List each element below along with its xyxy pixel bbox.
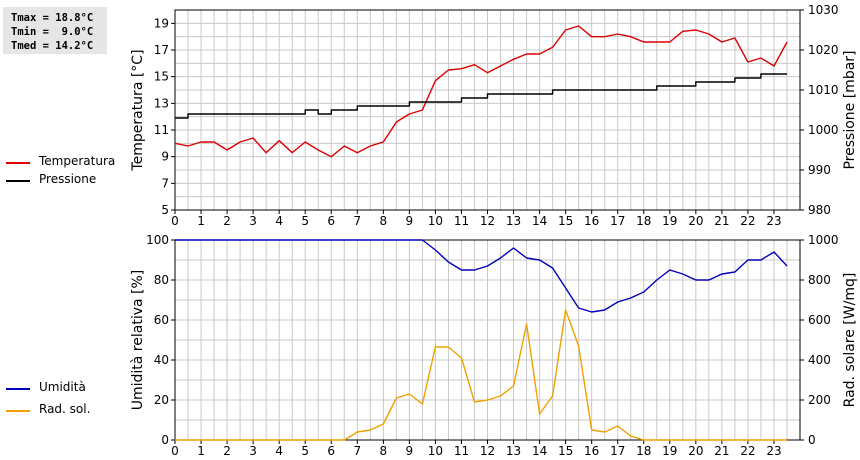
y-tick-label: 5	[161, 203, 169, 217]
x-tick-label: 8	[380, 444, 388, 458]
x-tick-label: 18	[636, 214, 651, 228]
y-tick-label: 80	[154, 273, 169, 287]
y2-tick-label: 980	[808, 203, 831, 217]
y2-tick-label: 1030	[808, 3, 839, 17]
x-tick-label: 20	[688, 214, 703, 228]
stat-tmed: Tmed = 14.2°C	[11, 40, 94, 52]
legend-swatch-temperatura	[6, 162, 30, 164]
x-tick-label: 10	[428, 444, 443, 458]
y2-tick-label: 1020	[808, 43, 839, 57]
y2-tick-label: 200	[808, 393, 831, 407]
y-tick-label: 11	[154, 123, 169, 137]
y2-tick-label: 990	[808, 163, 831, 177]
x-tick-label: 0	[171, 214, 179, 228]
x-tick-label: 6	[327, 214, 335, 228]
x-tick-label: 20	[688, 444, 703, 458]
y2-axis-label: Pressione [mbar]	[842, 50, 858, 169]
stat-tmax: Tmax = 18.8°C	[11, 12, 94, 24]
stat-tmin: Tmin = 9.0°C	[11, 26, 94, 38]
x-tick-label: 1	[197, 444, 205, 458]
x-tick-label: 16	[584, 214, 599, 228]
y2-tick-label: 800	[808, 273, 831, 287]
x-tick-label: 3	[249, 444, 257, 458]
x-tick-label: 21	[714, 214, 729, 228]
x-tick-label: 11	[454, 444, 469, 458]
x-tick-label: 13	[506, 444, 521, 458]
legend-swatch-umidita	[6, 388, 30, 390]
x-tick-label: 12	[480, 214, 495, 228]
y-tick-label: 60	[154, 313, 169, 327]
x-tick-label: 3	[249, 214, 257, 228]
y-tick-label: 9	[161, 150, 169, 164]
legend-label-radsol: Rad. sol.	[39, 402, 91, 416]
x-tick-label: 7	[353, 214, 361, 228]
y2-tick-label: 600	[808, 313, 831, 327]
panel-humidity-solar: 0 1 2 3 4 5 6 7 8 9 10 11 12 13 14 15 16 17 18 19 20 21 22 2302…	[130, 233, 858, 458]
y-tick-label: 40	[154, 353, 169, 367]
y-axis-label: Temperatura [°C]	[130, 49, 146, 171]
x-tick-label: 14	[532, 214, 547, 228]
x-tick-label: 15	[558, 214, 573, 228]
y2-tick-label: 1010	[808, 83, 839, 97]
y2-axis-label: Rad. solare [W/mq]	[842, 273, 858, 408]
y-axis-label: Umidità relativa [%]	[130, 270, 146, 411]
x-tick-label: 8	[380, 214, 388, 228]
y-tick-label: 100	[146, 233, 169, 247]
x-tick-label: 18	[636, 444, 651, 458]
legend-swatch-radsol	[6, 410, 30, 412]
x-tick-label: 19	[662, 214, 677, 228]
legend-label-pressione: Pressione	[39, 172, 97, 186]
x-tick-label: 22	[740, 214, 755, 228]
x-tick-label: 2	[223, 444, 231, 458]
y2-tick-label: 1000	[808, 123, 839, 137]
x-tick-label: 23	[766, 444, 781, 458]
x-tick-label: 17	[610, 444, 625, 458]
panel-temp-pressure: 0 1 2 3 4 5 6 7 8 9 10 11 12 13 14 15 16 17 18 19 20 21 22 2357…	[130, 3, 858, 228]
y2-tick-label: 1000	[808, 233, 839, 247]
series-line-temperatura	[174, 25, 788, 158]
series-line-rad-sol	[175, 309, 787, 441]
legend-label-temperatura: Temperatura	[39, 154, 116, 168]
x-tick-label: 4	[275, 214, 283, 228]
y2-tick-label: 400	[808, 353, 831, 367]
legend-label-umidita: Umidità	[39, 380, 86, 394]
x-tick-label: 7	[353, 444, 361, 458]
x-tick-label: 4	[275, 444, 283, 458]
x-tick-label: 17	[610, 214, 625, 228]
y-tick-label: 17	[154, 43, 169, 57]
series-line-umidit	[175, 239, 788, 313]
x-tick-label: 16	[584, 444, 599, 458]
x-tick-label: 5	[301, 214, 309, 228]
x-tick-label: 12	[480, 444, 495, 458]
x-tick-label: 5	[301, 444, 309, 458]
x-tick-label: 21	[714, 444, 729, 458]
y-tick-label: 20	[154, 393, 169, 407]
y-tick-label: 19	[154, 16, 169, 30]
x-tick-label: 0	[171, 444, 179, 458]
x-tick-label: 1	[197, 214, 205, 228]
x-tick-label: 23	[766, 214, 781, 228]
x-tick-label: 11	[454, 214, 469, 228]
x-tick-label: 2	[223, 214, 231, 228]
y2-tick-label: 0	[808, 433, 816, 447]
x-tick-label: 6	[327, 444, 335, 458]
y-tick-label: 7	[161, 176, 169, 190]
x-tick-label: 15	[558, 444, 573, 458]
x-tick-label: 22	[740, 444, 755, 458]
stats-box: Tmax = 18.8°C Tmin = 9.0°C Tmed = 14.2°C	[3, 7, 107, 54]
y-tick-label: 13	[154, 96, 169, 110]
x-tick-label: 10	[428, 214, 443, 228]
x-tick-label: 13	[506, 214, 521, 228]
series-line-pressione	[175, 73, 787, 119]
x-tick-label: 9	[406, 444, 414, 458]
y-tick-label: 0	[161, 433, 169, 447]
x-tick-label: 19	[662, 444, 677, 458]
legend-swatch-pressione	[6, 180, 30, 182]
x-tick-label: 9	[406, 214, 414, 228]
x-tick-label: 14	[532, 444, 547, 458]
y-tick-label: 15	[154, 70, 169, 84]
